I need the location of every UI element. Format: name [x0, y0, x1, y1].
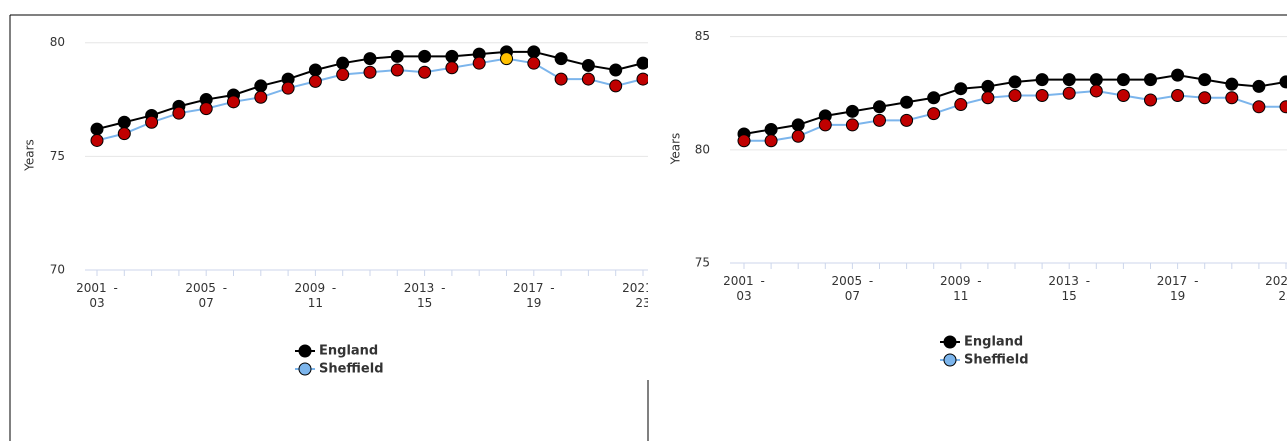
point [636, 56, 648, 70]
point [390, 49, 404, 63]
y-axis-label: Years [669, 133, 683, 166]
point [90, 122, 104, 136]
point [1279, 75, 1287, 89]
point [1116, 88, 1130, 102]
point [581, 72, 595, 86]
point [308, 63, 322, 77]
point [254, 79, 268, 93]
point [1062, 73, 1076, 87]
point [791, 129, 805, 143]
point [281, 81, 295, 95]
y-axis-label: Years [23, 139, 37, 172]
point [336, 56, 350, 70]
legend-marker [943, 353, 957, 367]
point [1171, 68, 1185, 82]
legend-label: England [964, 335, 1023, 350]
y-tick-label: 75 [695, 256, 710, 270]
point [609, 63, 623, 77]
point [818, 118, 832, 132]
point [145, 115, 159, 129]
point [981, 79, 995, 93]
point [472, 56, 486, 70]
point [117, 115, 131, 129]
point [363, 65, 377, 79]
point [927, 107, 941, 121]
y-tick-label: 70 [50, 263, 65, 277]
legend-marker [298, 362, 312, 376]
point [1008, 88, 1022, 102]
point [927, 91, 941, 105]
point [172, 106, 186, 120]
legend: England Sheffield [940, 335, 1029, 368]
point [445, 61, 459, 75]
point [737, 134, 751, 148]
point [636, 72, 648, 86]
point [1089, 73, 1103, 87]
chart: 70 75 80 Years England Sheffield [23, 35, 648, 377]
y-tick-label: 80 [695, 142, 710, 156]
point [1252, 100, 1266, 114]
point [363, 52, 377, 66]
point [117, 127, 131, 141]
legend-marker [943, 335, 957, 349]
point [336, 68, 350, 82]
point [1035, 88, 1049, 102]
point [418, 65, 432, 79]
point [1089, 84, 1103, 98]
point [581, 58, 595, 72]
point [1144, 73, 1157, 87]
point [954, 98, 968, 112]
point [1198, 91, 1212, 105]
y-tick-label: 80 [50, 35, 65, 49]
point [390, 63, 404, 77]
point [1035, 73, 1049, 87]
point [873, 100, 886, 114]
point [1062, 86, 1076, 100]
point [227, 95, 240, 109]
point [845, 104, 859, 118]
point [1144, 93, 1157, 107]
point [981, 91, 995, 105]
point [791, 118, 805, 132]
point [500, 52, 513, 66]
point [1008, 75, 1022, 89]
point [1171, 88, 1185, 102]
point [609, 79, 623, 93]
point [1252, 79, 1266, 93]
point [845, 118, 859, 132]
point [764, 134, 778, 148]
point [445, 49, 459, 63]
point [900, 113, 914, 127]
point [199, 102, 213, 116]
point [1116, 73, 1130, 87]
point [873, 113, 886, 127]
legend-label: Sheffield [319, 362, 384, 377]
point [1198, 73, 1212, 87]
y-tick-label: 85 [695, 29, 710, 43]
legend-label: Sheffield [964, 353, 1029, 368]
point [1225, 77, 1239, 91]
point [527, 56, 541, 70]
point [1225, 91, 1239, 105]
point [554, 72, 568, 86]
point [954, 82, 968, 96]
point [900, 95, 914, 109]
point [527, 45, 541, 59]
point [764, 122, 778, 136]
point [308, 74, 322, 88]
legend: England Sheffield [295, 344, 384, 377]
point [554, 52, 568, 66]
point [1279, 100, 1287, 114]
legend-label: England [319, 344, 378, 359]
chart: 75 80 85 Years England Sheffield [669, 29, 1287, 368]
point [90, 133, 104, 147]
point [418, 49, 432, 63]
legend-marker [298, 344, 312, 358]
y-tick-label: 75 [50, 149, 65, 163]
point [254, 90, 268, 104]
